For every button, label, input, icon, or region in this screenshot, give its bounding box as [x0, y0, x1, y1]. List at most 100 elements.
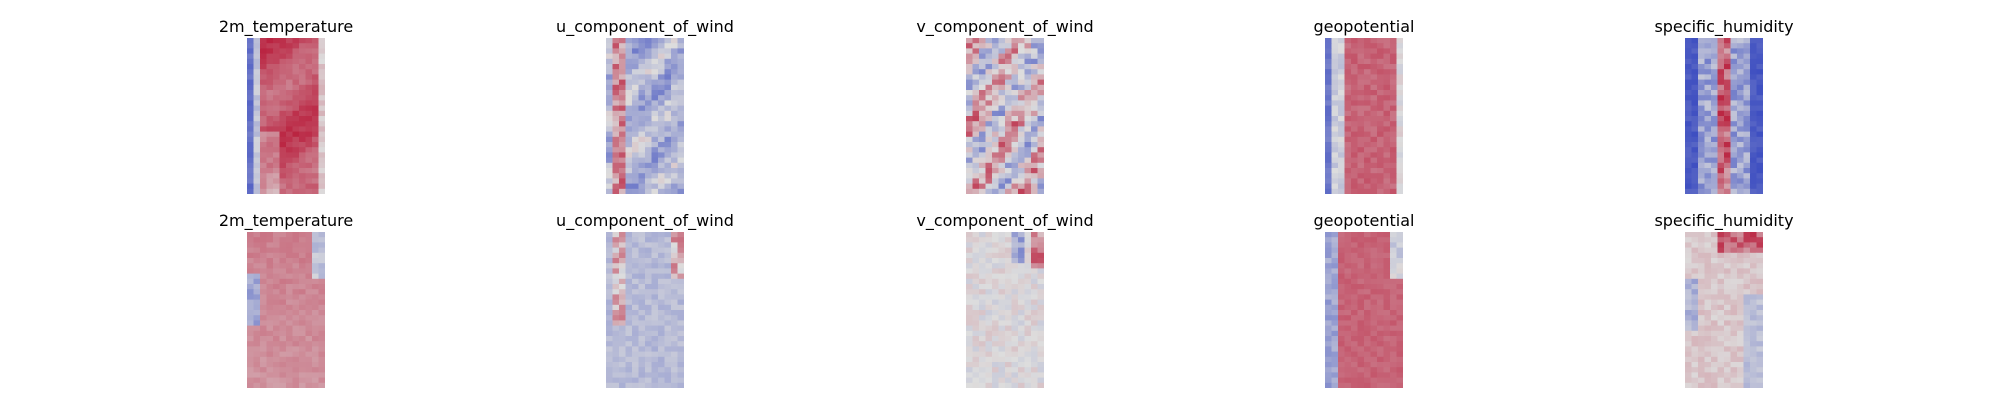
heatmap-cell	[606, 273, 613, 280]
heatmap-cell	[1325, 64, 1332, 70]
heatmap-cell	[1750, 237, 1757, 243]
heatmap-cell	[292, 136, 300, 143]
heatmap-cell	[1325, 110, 1332, 117]
heatmap-cell	[619, 69, 626, 75]
heatmap-cell	[992, 320, 999, 326]
heatmap-cell	[1743, 341, 1751, 347]
heatmap-cell	[273, 162, 280, 169]
heatmap-cell	[1377, 178, 1384, 184]
heatmap-cell	[1383, 121, 1391, 127]
heatmap-cell	[312, 162, 319, 169]
heatmap-cell	[966, 74, 973, 80]
heatmap-cell	[1370, 84, 1378, 91]
heatmap-cell	[1383, 58, 1391, 65]
heatmap-cell	[1750, 346, 1757, 352]
heatmap-cell	[292, 131, 300, 138]
heatmap-cell	[632, 110, 639, 117]
heatmap-cell	[619, 284, 626, 290]
heatmap-cell	[606, 325, 613, 332]
heatmap-cell	[1390, 64, 1397, 70]
heatmap-cell	[1031, 341, 1038, 347]
heatmap-cell	[1390, 289, 1397, 295]
heatmap-cell	[1018, 242, 1025, 248]
heatmap-cell	[645, 157, 652, 164]
heatmap-cell	[606, 289, 613, 295]
heatmap-cell	[260, 351, 267, 358]
heatmap-cell	[312, 237, 319, 243]
heatmap-cell	[1364, 356, 1371, 363]
heatmap-cell	[247, 232, 254, 238]
heatmap-cell	[247, 38, 254, 44]
heatmap-cell	[1383, 273, 1391, 280]
heatmap-cell	[1011, 178, 1019, 184]
heatmap-cell	[1344, 38, 1352, 44]
heatmap-cell	[664, 372, 672, 378]
heatmap-cell	[1011, 247, 1019, 254]
heatmap-cell	[1737, 178, 1744, 184]
heatmap-cell	[1024, 136, 1032, 143]
heatmap-cell	[1331, 157, 1339, 164]
heatmap-cell	[1724, 152, 1731, 158]
heatmap-cell	[1698, 247, 1705, 254]
heatmap-cell	[1691, 152, 1699, 158]
heatmap-cell	[247, 100, 254, 106]
heatmap-cell	[645, 356, 652, 363]
heatmap-cell	[1717, 131, 1725, 138]
heatmap-cell	[1338, 336, 1345, 342]
heatmap-cell	[253, 136, 261, 143]
heatmap-cell	[1325, 242, 1332, 248]
heatmap-cell	[1370, 110, 1378, 117]
heatmap-cell	[1724, 315, 1731, 321]
heatmap-cell	[651, 157, 659, 164]
heatmap-cell	[299, 168, 306, 174]
heatmap-cell	[658, 247, 665, 254]
heatmap-cell	[1724, 362, 1731, 368]
heatmap-cell	[318, 252, 325, 259]
heatmap-cell	[677, 367, 684, 373]
heatmap-cell	[1743, 242, 1751, 248]
heatmap-cell	[292, 188, 300, 194]
heatmap-cell	[966, 315, 973, 321]
heatmap-cell	[1711, 252, 1718, 259]
heatmap-cell	[1338, 330, 1345, 337]
heatmap-cell	[1730, 69, 1738, 75]
heatmap-cell	[966, 268, 973, 274]
heatmap-cell	[625, 58, 633, 65]
heatmap-cell	[651, 152, 659, 158]
heatmap-cell	[1750, 252, 1757, 259]
heatmap-cell	[625, 299, 633, 306]
heatmap-cell	[273, 320, 280, 326]
heatmap-cell	[1750, 43, 1757, 49]
heatmap-cell	[1370, 289, 1378, 295]
heatmap-cell	[1724, 341, 1731, 347]
heatmap-cell	[979, 168, 986, 174]
heatmap-cell	[985, 341, 993, 347]
heatmap-cell	[1377, 330, 1384, 337]
heatmap-cell	[266, 147, 274, 153]
heatmap-cell	[664, 162, 672, 169]
heatmap-cell	[273, 100, 280, 106]
heatmap-cell	[1331, 168, 1339, 174]
heatmap-cell	[1031, 299, 1038, 306]
heatmap-cell	[1005, 320, 1012, 326]
heatmap-cell	[1724, 237, 1731, 243]
heatmap-cell	[299, 48, 306, 54]
heatmap-cell	[998, 252, 1006, 259]
heatmap-cell	[638, 341, 646, 347]
heatmap-cell	[1756, 74, 1763, 80]
heatmap-cell	[966, 310, 973, 316]
heatmap-cell	[638, 330, 646, 337]
heatmap-cell	[1037, 69, 1044, 75]
heatmap-cell	[979, 362, 986, 368]
heatmap-cell	[1377, 162, 1384, 169]
heatmap-cell	[299, 90, 306, 96]
heatmap-cell	[1743, 136, 1751, 143]
heatmap-cell	[260, 53, 267, 60]
heatmap-cell	[1031, 162, 1038, 169]
heatmap-cell	[998, 237, 1006, 243]
heatmap-cell	[1344, 43, 1352, 49]
heatmap-cell	[1691, 382, 1699, 388]
heatmap-cell	[1750, 299, 1757, 306]
heatmap-cell	[1037, 147, 1044, 153]
heatmap-cell	[1717, 382, 1725, 388]
